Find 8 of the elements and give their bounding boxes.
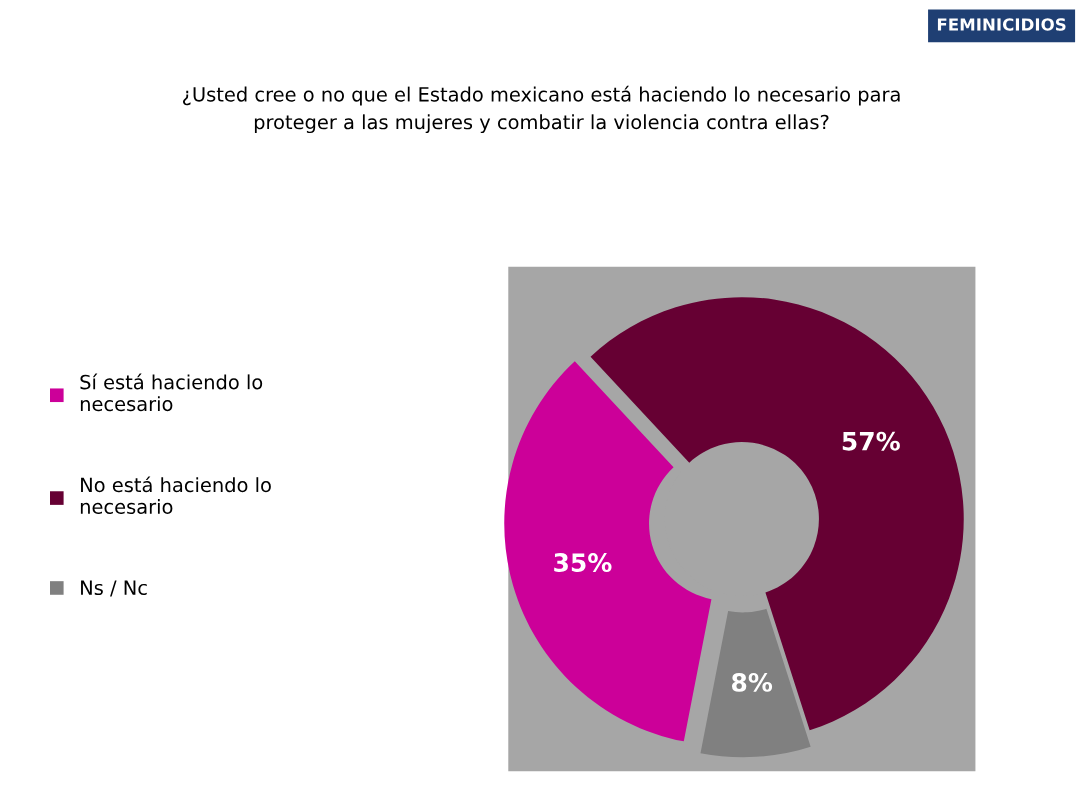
chart-title: ¿Usted cree o no que el Estado mexicano está haciendo lo necesario para proteger a las mujeres y combatir la violencia contra ellas?: [182, 85, 900, 134]
text: FEMINICIDIOS: [937, 18, 1066, 31]
data-label: 35%: [554, 553, 612, 572]
legend-label: Sí está haciendo lo necesario: [80, 373, 263, 412]
data-label: 57%: [842, 431, 900, 451]
legend-label: No está haciendo lo necesario: [80, 476, 271, 515]
data-label: 8%: [731, 672, 773, 692]
legend-label: Ns / Nc: [81, 580, 147, 597]
